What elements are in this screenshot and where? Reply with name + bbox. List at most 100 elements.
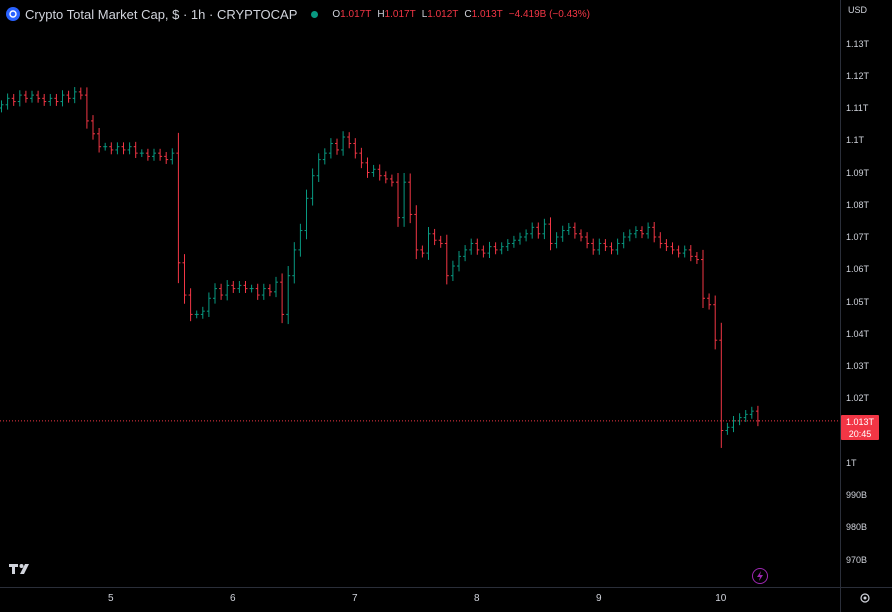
ohlc-bar (713, 295, 718, 350)
ohlc-bar (60, 90, 65, 107)
ohlc-bar (188, 288, 193, 322)
currency-selector[interactable]: USD (848, 5, 868, 15)
low-value: 1.012T (427, 8, 459, 20)
ohlc-bar (426, 227, 431, 260)
ohlc-bar (249, 284, 254, 293)
ohlc-bar (91, 115, 95, 140)
ohlc-bar (158, 148, 163, 161)
ohlc-bar (267, 284, 272, 297)
ohlc-bar (524, 229, 529, 242)
ohlc-bar (78, 87, 83, 100)
ohlc-bar (554, 232, 559, 249)
ohlc-bar (182, 254, 187, 304)
ohlc-bar (206, 292, 211, 317)
ohlc-bar (664, 239, 669, 252)
ohlc-bar (591, 238, 596, 255)
time-axis[interactable] (0, 587, 840, 612)
time-tick-label: 8 (474, 593, 480, 604)
crypto-symbol-icon[interactable] (6, 7, 20, 21)
ohlc-values: O1.017T H1.017T L1.012T C1.013T −4.419B … (332, 8, 590, 20)
ohlc-bar (328, 138, 333, 159)
price-tick-label: 1.05T (846, 296, 870, 307)
ohlc-bar (97, 127, 102, 153)
ohlc-bar (481, 245, 486, 258)
ohlc-bar (103, 142, 108, 151)
ohlc-bar (505, 239, 510, 252)
ohlc-bar (225, 280, 230, 301)
ohlc-bar (530, 222, 535, 239)
ohlc-bar (444, 234, 449, 285)
ohlc-bar (518, 232, 522, 245)
close-value: 1.013T (471, 8, 503, 20)
ohlc-bar (231, 281, 236, 293)
ohlc-bar (633, 226, 638, 239)
ohlc-bar (640, 226, 644, 239)
ohlc-bar (652, 222, 657, 243)
ohlc-bar (408, 173, 413, 224)
tradingview-logo-icon[interactable] (8, 562, 34, 576)
price-tick-label: 980B (846, 522, 868, 533)
ohlc-bar (579, 229, 583, 242)
ohlc-bar (292, 242, 297, 284)
ohlc-bar (676, 245, 681, 258)
ohlc-bar (261, 283, 266, 300)
last-price-badge: 1.013T 20:45 (841, 415, 879, 440)
time-tick-label: 6 (230, 593, 236, 604)
gear-icon[interactable] (859, 592, 871, 604)
lightning-icon[interactable] (752, 568, 768, 584)
price-tick-label: 1.1T (846, 135, 865, 146)
ohlc-bar (341, 131, 346, 156)
ohlc-bar (213, 283, 217, 304)
ohlc-bar (322, 148, 327, 165)
ohlc-bar (164, 152, 169, 164)
ohlc-bar (72, 87, 77, 104)
ohlc-bar (274, 276, 278, 298)
ohlc-bar (597, 238, 602, 255)
ohlc-chart[interactable] (0, 0, 840, 587)
ohlc-bar (694, 251, 699, 264)
ohlc-bar (603, 239, 608, 252)
ohlc-bar (658, 232, 663, 249)
ohlc-bar (243, 281, 248, 293)
ohlc-bar (145, 148, 150, 161)
ohlc-bar (463, 245, 468, 262)
ohlc-bar (566, 222, 571, 235)
axis-corner (840, 587, 892, 612)
ohlc-bar (42, 93, 47, 106)
price-tick-label: 990B (846, 490, 868, 500)
ohlc-bar (499, 242, 504, 255)
ohlc-bar (719, 322, 724, 448)
ohlc-bar (707, 293, 712, 310)
ohlc-bar (121, 142, 126, 155)
ohlc-bar (109, 142, 114, 155)
ohlc-bar (36, 90, 41, 103)
market-status-dot (311, 10, 319, 18)
chart-area[interactable] (0, 0, 840, 587)
ohlc-bar (335, 138, 339, 155)
ohlc-bar (298, 223, 303, 257)
ohlc-bar (176, 132, 181, 284)
price-tick-label: 1.04T (846, 328, 870, 339)
price-tick-label: 1.13T (846, 38, 870, 49)
ohlc-bar (469, 238, 474, 255)
ohlc-bar (737, 413, 742, 426)
countdown-label: 20:45 (848, 429, 872, 439)
symbol-title[interactable]: Crypto Total Market Cap, $ · 1h · CRYPTO… (25, 6, 298, 22)
high-value: 1.017T (384, 8, 416, 20)
ohlc-bar (200, 306, 205, 319)
ohlc-bar (170, 148, 175, 165)
ohlc-bar (725, 422, 730, 435)
ohlc-bar (749, 406, 754, 419)
ohlc-bar (731, 415, 736, 433)
ohlc-bar (280, 273, 285, 324)
ohlc-bar (743, 410, 748, 422)
price-tick-label: 1T (846, 457, 857, 468)
change-value: −4.419B (−0.43%) (508, 8, 590, 20)
ohlc-bar (609, 242, 614, 255)
price-axis[interactable] (840, 0, 892, 587)
time-tick-label: 9 (596, 593, 602, 604)
ohlc-bar (396, 172, 400, 227)
ohlc-bar (438, 235, 443, 248)
ohlc-bar (383, 171, 388, 184)
price-tick-label: 970B (846, 554, 868, 565)
